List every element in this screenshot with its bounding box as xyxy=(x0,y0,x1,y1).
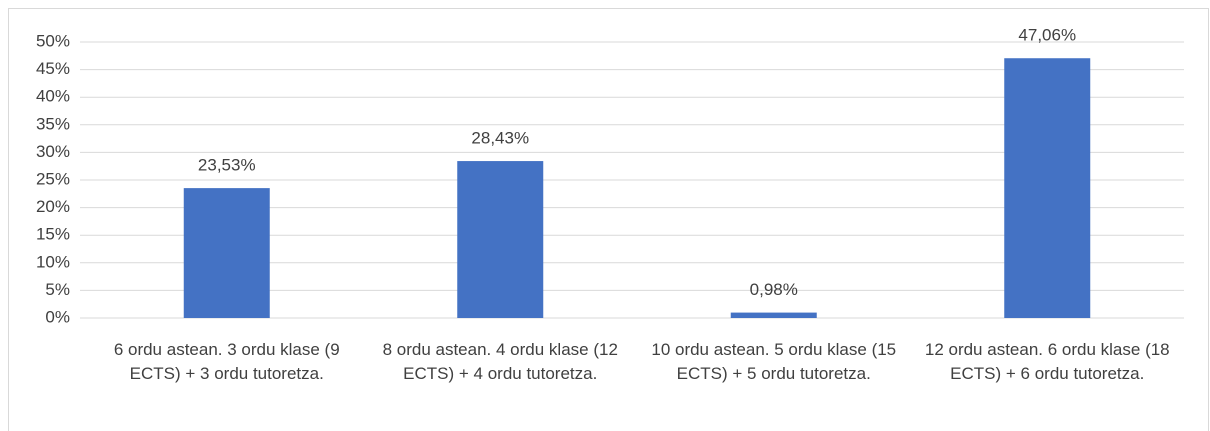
bar xyxy=(730,312,817,318)
x-tick-label: 6 ordu astean. 3 ordu klase (9 ECTS) + 3… xyxy=(113,340,340,383)
chart-border xyxy=(8,8,1209,431)
x-tick-label: 10 ordu astean. 5 ordu klase (15 ECTS) +… xyxy=(651,340,897,383)
y-tick-label: 20% xyxy=(36,197,70,216)
bar xyxy=(183,188,270,318)
bar xyxy=(1004,58,1091,319)
bar xyxy=(457,161,544,318)
data-label: 28,43% xyxy=(471,129,529,148)
y-tick-label: 50% xyxy=(36,31,70,50)
data-label: 47,06% xyxy=(1018,26,1076,45)
x-tick-label: 8 ordu astean. 4 ordu klase (12 ECTS) + … xyxy=(382,340,618,383)
y-tick-label: 0% xyxy=(45,307,70,326)
data-label: 0,98% xyxy=(750,280,798,299)
y-tick-label: 30% xyxy=(36,142,70,161)
data-label: 23,53% xyxy=(198,156,256,175)
y-tick-label: 25% xyxy=(36,169,70,188)
y-tick-label: 10% xyxy=(36,252,70,271)
y-tick-label: 5% xyxy=(45,280,70,299)
y-tick-label: 45% xyxy=(36,59,70,78)
y-tick-label: 35% xyxy=(36,114,70,133)
x-tick-label: 12 ordu astean. 6 ordu klase (18 ECTS) +… xyxy=(924,340,1170,383)
y-tick-label: 40% xyxy=(36,87,70,106)
y-tick-label: 15% xyxy=(36,225,70,244)
